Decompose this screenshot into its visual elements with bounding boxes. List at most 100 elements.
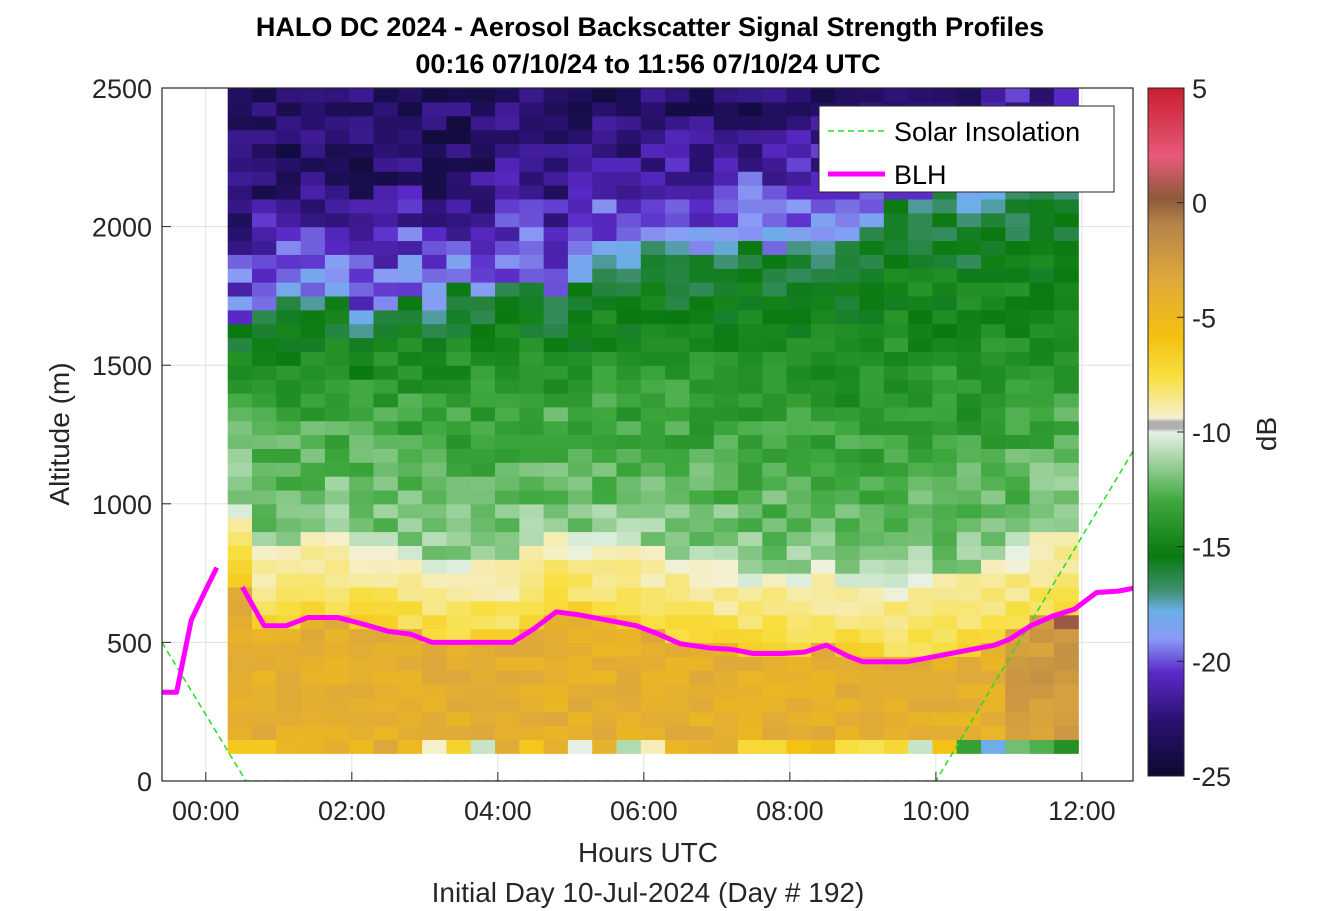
heat-cell-313 [373, 392, 399, 408]
heat-cell-1449 [956, 614, 982, 630]
heat-cell-332 [373, 129, 399, 145]
heat-cell-1617 [1029, 282, 1055, 297]
heat-cell-1598 [1029, 545, 1055, 560]
heat-cell-1356 [908, 573, 934, 588]
heat-cell-683 [567, 586, 593, 602]
heat-cell-780 [616, 573, 642, 588]
heat-cell-362 [397, 379, 423, 394]
heat-cell-1537 [1005, 725, 1031, 741]
heat-cell-1487 [956, 88, 982, 103]
footer-label: Initial Day 10-Jul-2024 (Day # 192) [432, 877, 865, 908]
heat-cell-280 [349, 185, 375, 200]
heat-cell-557 [495, 337, 520, 352]
heat-cell-1525 [981, 226, 1006, 242]
heat-cell-1536 [1005, 739, 1031, 754]
heat-cell-1144 [786, 185, 812, 200]
heat-cell-957 [689, 115, 715, 131]
heat-cell-1411 [932, 476, 958, 491]
heat-cell-10 [227, 600, 253, 616]
heat-cell-482 [470, 711, 496, 727]
heat-cell-1032 [738, 406, 763, 422]
heat-cell-1016 [738, 628, 763, 643]
heat-cell-1615 [1029, 309, 1055, 325]
heat-cell-773 [616, 670, 642, 685]
heat-cell-439 [446, 642, 472, 657]
heat-cell-1081 [762, 392, 788, 408]
heat-cell-1266 [859, 489, 885, 505]
heat-cell-471 [446, 198, 472, 214]
heat-cell-674 [567, 711, 593, 727]
heat-cell-386 [422, 711, 448, 727]
heat-cell-1057 [762, 725, 788, 741]
heat-cell-257 [349, 503, 375, 519]
heat-cell-1091 [762, 254, 788, 269]
heat-cell-578 [519, 711, 545, 727]
heat-cell-8 [227, 628, 253, 643]
heat-cell-619 [519, 143, 545, 158]
heat-cell-1367 [908, 420, 934, 436]
heat-cell-1283 [859, 254, 885, 269]
heat-cell-547 [495, 476, 520, 491]
heat-cell-961 [713, 725, 739, 741]
heat-cell-1439 [932, 88, 958, 103]
heat-cell-443 [446, 586, 472, 602]
heat-cell-1424 [932, 295, 958, 311]
heat-cell-660 [543, 240, 569, 255]
heat-cell-857 [640, 171, 666, 186]
heat-cell-846 [640, 323, 666, 339]
heat-cell-1348 [908, 683, 934, 699]
heat-cell-1640 [1053, 628, 1079, 643]
heat-cell-396 [422, 573, 448, 588]
heat-cell-244 [349, 683, 375, 699]
heat-cell-1078 [762, 434, 788, 449]
heat-cell-350 [397, 545, 423, 560]
heat-cell-852 [640, 240, 666, 255]
heat-cell-220 [324, 351, 350, 366]
heat-cell-1462 [956, 434, 982, 449]
heat-cell-168 [300, 406, 326, 422]
heat-cell-772 [616, 683, 642, 699]
heat-cell-1601 [1029, 503, 1055, 519]
heat-cell-1329 [883, 282, 909, 297]
heat-cell-1611 [1029, 365, 1055, 380]
heat-cell-449 [446, 503, 472, 519]
heat-cell-89 [252, 171, 277, 186]
heat-cell-275 [349, 254, 375, 269]
heat-cell-762 [592, 157, 618, 172]
heat-cell-497 [470, 503, 496, 519]
heat-cell-1014 [738, 656, 763, 671]
heat-cell-712 [567, 185, 593, 200]
heat-cell-749 [592, 337, 618, 352]
heat-cell-1442 [956, 711, 982, 727]
heat-cell-1460 [956, 462, 982, 477]
heat-cell-1401 [932, 614, 958, 630]
heat-cell-111 [276, 531, 302, 546]
heat-cell-413 [422, 337, 448, 352]
heat-cell-988 [713, 351, 739, 366]
heat-cell-1114 [786, 600, 812, 616]
heat-cell-708 [567, 240, 593, 255]
heat-cell-1541 [1005, 670, 1031, 685]
heat-cell-190 [300, 101, 326, 117]
heat-cell-862 [640, 101, 666, 117]
heat-cell-696 [567, 406, 593, 422]
heat-cell-1023 [738, 531, 763, 546]
heat-cell-889 [665, 392, 691, 408]
heat-cell-1631 [1029, 88, 1055, 103]
heat-cell-1066 [762, 600, 788, 616]
heat-cell-417 [422, 282, 448, 297]
heat-cell-757 [592, 226, 618, 242]
heat-cell-1514 [981, 379, 1006, 394]
heat-cell-665 [543, 171, 569, 186]
heat-cell-1112 [786, 628, 812, 643]
heat-cell-592 [519, 517, 545, 533]
heat-cell-764 [592, 129, 618, 145]
heat-cell-56 [252, 628, 277, 643]
heat-cell-1551 [1005, 531, 1031, 546]
heat-cell-7 [227, 642, 253, 657]
heat-cell-730 [592, 600, 618, 616]
heat-cell-736 [592, 517, 618, 533]
heat-cell-1083 [762, 365, 788, 380]
heat-cell-1413 [932, 448, 958, 463]
heat-cell-429 [422, 115, 448, 131]
